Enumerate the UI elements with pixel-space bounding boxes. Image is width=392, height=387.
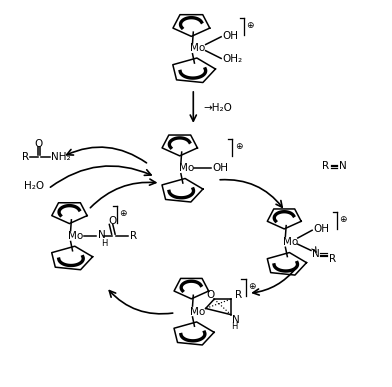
Text: ⊕: ⊕ (120, 209, 127, 218)
Text: R: R (322, 161, 330, 171)
Text: N: N (312, 249, 320, 259)
Text: R: R (22, 152, 29, 162)
Text: Mo: Mo (190, 307, 205, 317)
Text: R: R (130, 231, 137, 241)
Text: Mo: Mo (179, 163, 194, 173)
Text: ⊕: ⊕ (248, 282, 256, 291)
Text: ⊕: ⊕ (235, 142, 242, 151)
Text: O: O (108, 216, 116, 226)
Text: N: N (98, 230, 106, 240)
Text: N: N (339, 161, 347, 171)
Text: ⊕: ⊕ (247, 21, 254, 31)
Text: N: N (232, 315, 240, 325)
Text: ⊕: ⊕ (339, 215, 347, 224)
Text: R: R (235, 290, 242, 300)
Text: OH₂: OH₂ (223, 54, 243, 64)
Text: NH₂: NH₂ (51, 152, 71, 162)
Text: →H₂O: →H₂O (204, 103, 232, 113)
Text: OH: OH (314, 224, 330, 234)
Text: H: H (101, 238, 107, 248)
Text: O: O (206, 290, 214, 300)
Text: R: R (329, 253, 336, 264)
Text: H₂O: H₂O (24, 181, 44, 191)
Text: OH: OH (212, 163, 229, 173)
Text: Mo: Mo (190, 43, 205, 53)
Text: Mo: Mo (69, 231, 83, 241)
Text: Mo: Mo (283, 237, 298, 247)
Text: O: O (35, 139, 43, 149)
Text: OH: OH (223, 31, 239, 41)
Text: H: H (232, 322, 238, 331)
